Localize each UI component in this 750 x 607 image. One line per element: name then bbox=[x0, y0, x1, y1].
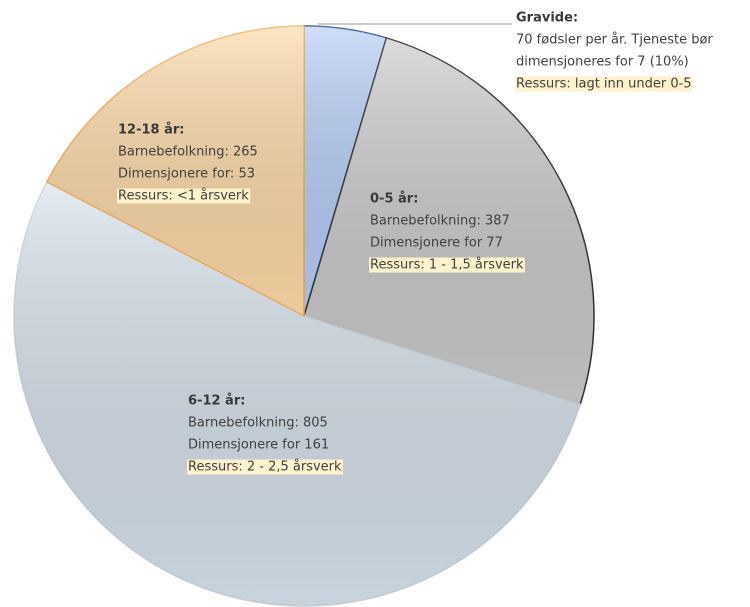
slice-detail: Ressurs: 2 - 2,5 årsverk bbox=[188, 460, 342, 475]
slice-label: 6-12 år: bbox=[188, 394, 245, 409]
slice-detail: 70 fødsler per år. Tjeneste bør bbox=[516, 33, 713, 48]
slice-label: Gravide: bbox=[516, 11, 578, 26]
slice-detail: Dimensjonere for: 53 bbox=[118, 167, 255, 182]
highlight bbox=[515, 76, 693, 92]
slice-detail: Barnebefolkning: 265 bbox=[118, 145, 258, 160]
highlight bbox=[117, 188, 251, 204]
slice-label: 12-18 år: bbox=[118, 123, 185, 138]
highlight bbox=[369, 257, 526, 273]
slice-detail: Barnebefolkning: 805 bbox=[188, 416, 328, 431]
slice-detail: dimensjoneres for 7 (10%) bbox=[516, 55, 689, 70]
slice-detail: Dimensjonere for 161 bbox=[188, 438, 329, 453]
slice-detail: Barnebefolkning: 387 bbox=[370, 214, 510, 229]
slice-detail: Ressurs: <1 årsverk bbox=[118, 189, 249, 204]
slice-label: 0-5 år: bbox=[370, 192, 418, 207]
highlight bbox=[187, 459, 344, 475]
slice-detail: Ressurs: lagt inn under 0-5 bbox=[516, 77, 692, 92]
slice-detail: Dimensjonere for 77 bbox=[370, 236, 503, 251]
slice-detail: Ressurs: 1 - 1,5 årsverk bbox=[370, 258, 524, 273]
